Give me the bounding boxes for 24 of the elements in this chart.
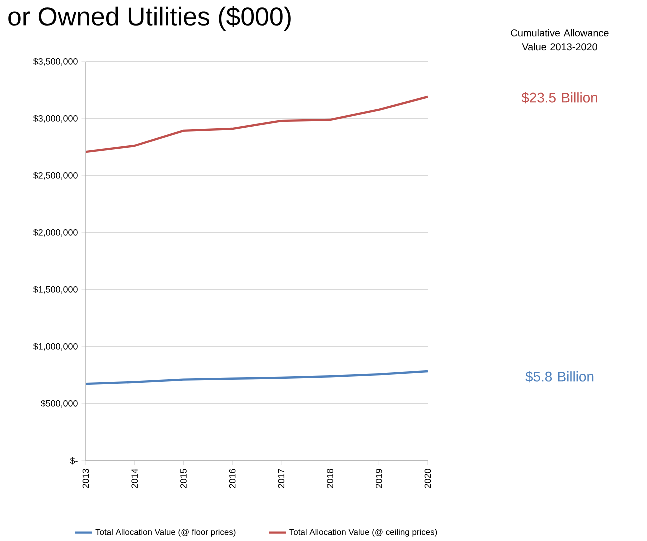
y-tick-label: $3,000,000 [33, 115, 78, 124]
text: $23.5 Billion [522, 92, 598, 104]
chart-title: or Owned Utilities ($000) [8, 6, 291, 32]
x-tick-label: 2018 [327, 469, 334, 488]
y-tick-label: $- [70, 458, 78, 465]
y-tick-label: $1,500,000 [33, 286, 78, 294]
y-tick-label: $1,000,000 [33, 343, 78, 352]
text: Cumulative Allowance Value 2013-2020 [511, 30, 609, 51]
x-tick-label: 2016 [229, 469, 236, 488]
x-tick-label: 2019 [376, 469, 382, 488]
legend-label: Total Allocation Value (@ ceiling prices) [290, 529, 438, 538]
x-tick-label: 2013 [82, 469, 90, 488]
x-tick-label: 2020 [424, 469, 432, 488]
line-series [86, 370, 428, 386]
y-tick-label: $2,000,000 [33, 229, 78, 238]
legend-label: Total Allocation Value (@ floor prices) [96, 529, 236, 538]
y-tick-label: $500,000 [40, 400, 78, 408]
x-tick-label: 2015 [180, 469, 187, 488]
line-series [86, 96, 428, 154]
x-tick-label: 2014 [132, 469, 138, 488]
text: $5.8 Billion [526, 372, 594, 383]
y-tick-label: $3,500,000 [33, 58, 78, 66]
y-tick-label: $2,500,000 [33, 172, 78, 180]
x-tick-label: 2017 [278, 469, 285, 488]
